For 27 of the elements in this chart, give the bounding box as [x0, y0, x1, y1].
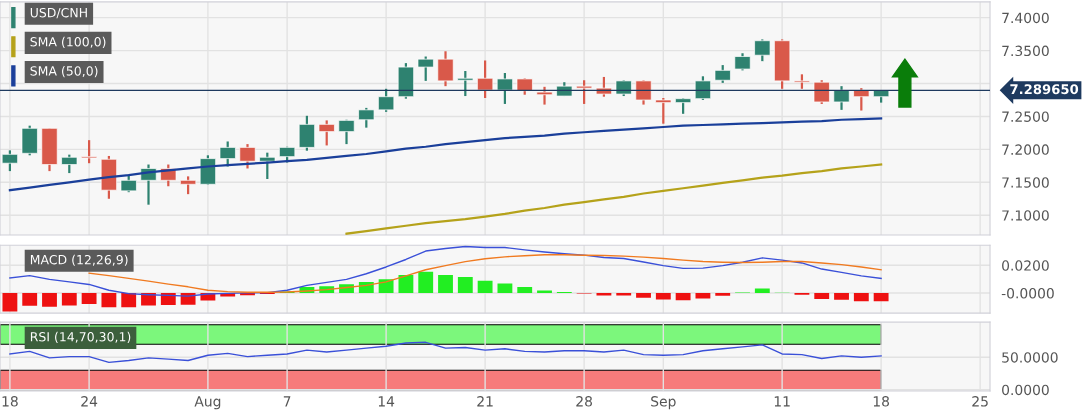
x-tick-label: 25: [972, 396, 988, 407]
y-tick-label: 0.0000: [1002, 384, 1049, 396]
y-tick-label: 7.1500: [1002, 177, 1049, 188]
x-tick-label: 28: [576, 396, 592, 407]
y-tick-label: 50.0000: [1002, 352, 1058, 363]
legend-label: USD/CNH: [30, 7, 87, 19]
x-tick-label: 18: [2, 396, 18, 407]
x-tick-label: Aug: [194, 396, 221, 410]
y-tick-label: -0.0000: [1001, 288, 1054, 299]
text: RSI (14,70,30,1): [30, 331, 131, 343]
y-tick-label: 7.3500: [1002, 45, 1049, 57]
legend-label: SMA (50,0): [30, 65, 98, 78]
x-tick-label: 21: [477, 396, 493, 407]
y-tick-label: 0.0200: [1002, 260, 1049, 271]
y-tick-label: 7.2500: [1002, 111, 1049, 122]
text: MACD (12,26,9): [30, 254, 128, 266]
ref-line-label: 7.289650: [1010, 84, 1079, 95]
x-tick-label: 11: [774, 396, 790, 407]
x-tick-label: Sep: [651, 396, 676, 410]
legend-label: SMA (100,0): [30, 36, 106, 48]
x-tick-label: 24: [81, 396, 98, 407]
x-tick-label: 7: [283, 396, 291, 407]
y-tick-label: 7.1000: [1002, 210, 1049, 221]
x-tick-label: 18: [873, 396, 890, 407]
y-tick-label: 7.4000: [1002, 12, 1049, 24]
y-tick-label: 7.2000: [1002, 144, 1049, 155]
x-tick-label: 14: [378, 396, 395, 407]
